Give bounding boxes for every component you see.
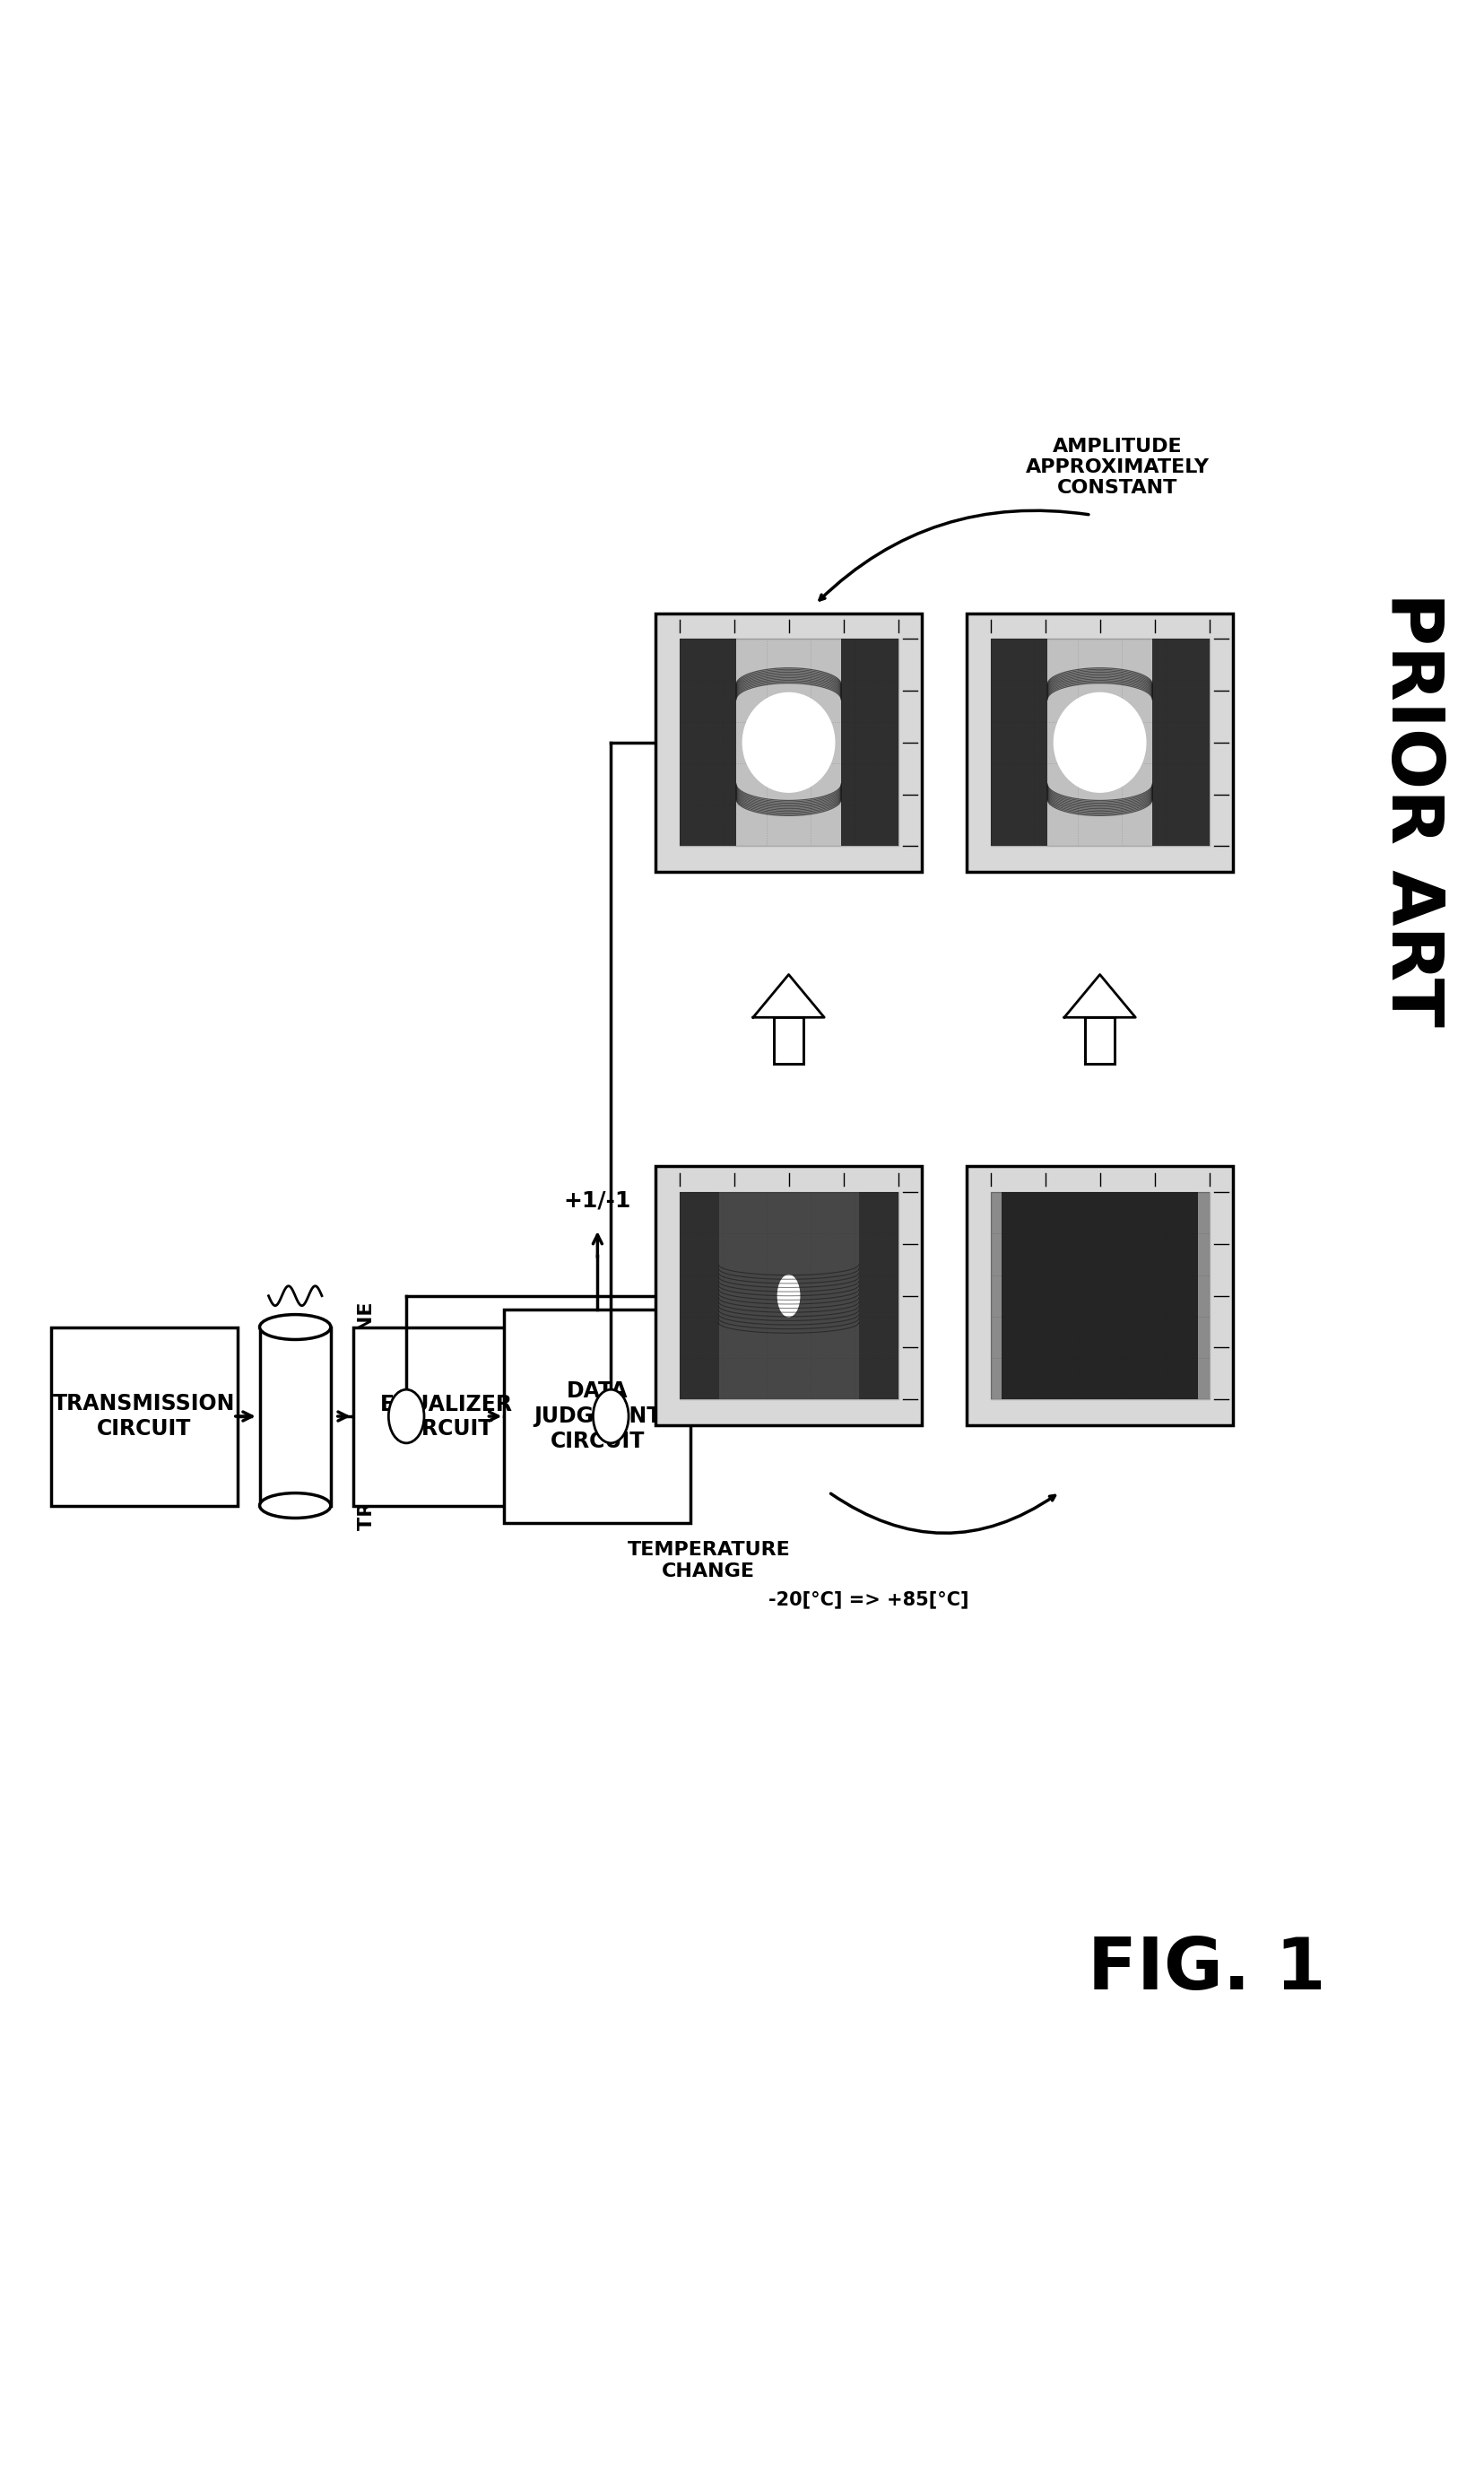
Ellipse shape: [260, 1314, 331, 1339]
Bar: [718, 1192, 859, 1399]
Text: TRANSMISSION
CIRCUIT: TRANSMISSION CIRCUIT: [53, 1394, 236, 1439]
Bar: [260, 1327, 331, 1506]
Bar: [859, 1192, 898, 1399]
Text: EQUALIZER
CIRCUIT: EQUALIZER CIRCUIT: [380, 1394, 512, 1439]
Bar: [966, 1167, 1233, 1426]
Bar: [1153, 640, 1209, 846]
Bar: [773, 1018, 804, 1063]
Bar: [1085, 1018, 1114, 1063]
Bar: [990, 640, 1048, 846]
Bar: [50, 1327, 237, 1506]
Bar: [680, 640, 898, 846]
Polygon shape: [1064, 976, 1135, 1018]
Bar: [1002, 1192, 1198, 1399]
Bar: [1198, 1192, 1209, 1399]
Bar: [966, 612, 1233, 871]
Ellipse shape: [389, 1389, 424, 1444]
Text: +1/-1: +1/-1: [564, 1190, 631, 1212]
Bar: [680, 1192, 898, 1399]
Bar: [505, 1309, 692, 1523]
Bar: [656, 1167, 922, 1426]
Bar: [680, 1192, 718, 1399]
Bar: [353, 1327, 540, 1506]
Bar: [990, 1192, 1002, 1399]
Bar: [680, 640, 736, 846]
Bar: [990, 1192, 1209, 1399]
Bar: [736, 640, 841, 846]
Ellipse shape: [778, 1274, 800, 1317]
Text: -20[°C] => +85[°C]: -20[°C] => +85[°C]: [769, 1590, 969, 1608]
Text: TRANSMISSION LINE: TRANSMISSION LINE: [358, 1302, 375, 1531]
Ellipse shape: [1054, 692, 1146, 792]
Text: AMPLITUDE
APPROXIMATELY
CONSTANT: AMPLITUDE APPROXIMATELY CONSTANT: [1025, 438, 1209, 498]
Ellipse shape: [594, 1389, 629, 1444]
Text: TEMPERATURE
CHANGE: TEMPERATURE CHANGE: [628, 1541, 789, 1581]
Text: PRIOR ART: PRIOR ART: [1376, 592, 1445, 1028]
Ellipse shape: [260, 1493, 331, 1518]
Bar: [990, 640, 1209, 846]
Bar: [841, 640, 898, 846]
Bar: [1048, 640, 1153, 846]
Text: FIG. 1: FIG. 1: [1088, 1934, 1325, 2004]
Bar: [656, 612, 922, 871]
Ellipse shape: [743, 692, 834, 792]
Text: DATA
JUDGMENT
CIRCUIT: DATA JUDGMENT CIRCUIT: [534, 1381, 662, 1451]
Polygon shape: [752, 976, 824, 1018]
